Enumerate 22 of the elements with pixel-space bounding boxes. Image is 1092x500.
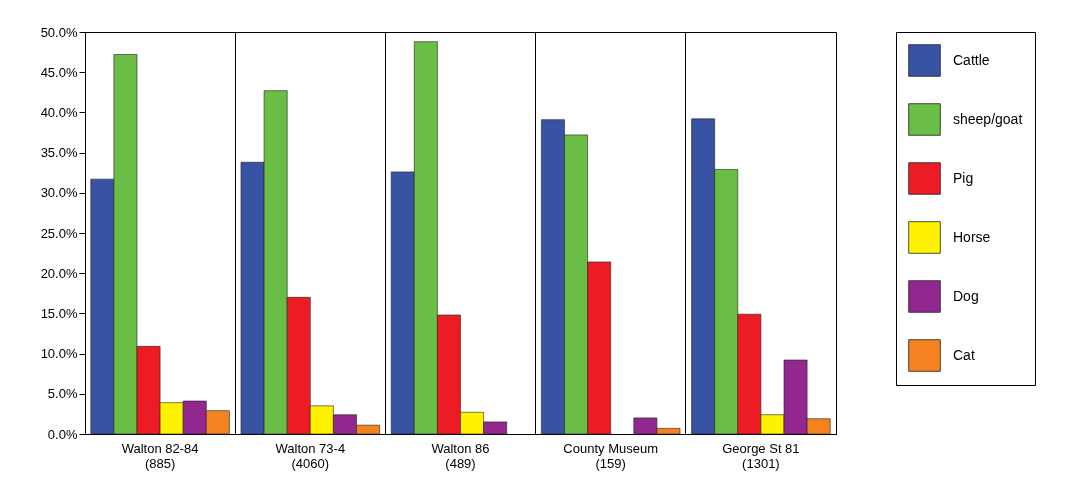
legend-label: Cat <box>953 346 975 363</box>
legend-label: Pig <box>953 169 974 186</box>
y-tick-label: 0.0% <box>47 426 78 442</box>
y-tick-label: 20.0% <box>40 265 78 281</box>
y-tick-label: 5.0% <box>47 386 78 402</box>
y-tick-label: 10.0% <box>40 346 78 362</box>
y-tick-label: 25.0% <box>40 225 78 241</box>
x-tick-label: George St 81 (1301) <box>722 440 800 471</box>
x-tick-label: Walton 82-84 (885) <box>121 440 199 471</box>
legend-label: Dog <box>953 287 979 304</box>
y-tick-label: 50.0% <box>40 24 78 40</box>
y-tick-label: 15.0% <box>40 305 78 321</box>
legend-label: sheep/goat <box>953 110 1023 127</box>
legend-label: Horse <box>953 228 991 245</box>
x-tick-label: Walton 86 (489) <box>431 440 490 471</box>
y-tick-label: 35.0% <box>40 145 78 161</box>
y-tick-label: 30.0% <box>40 185 78 201</box>
x-tick-label: Walton 73-4 (4060) <box>275 440 346 471</box>
y-tick-label: 45.0% <box>40 64 78 80</box>
legend-label: Cattle <box>953 51 990 68</box>
x-tick-label: County Museum (159) <box>563 440 659 471</box>
y-tick-label: 40.0% <box>40 104 78 120</box>
